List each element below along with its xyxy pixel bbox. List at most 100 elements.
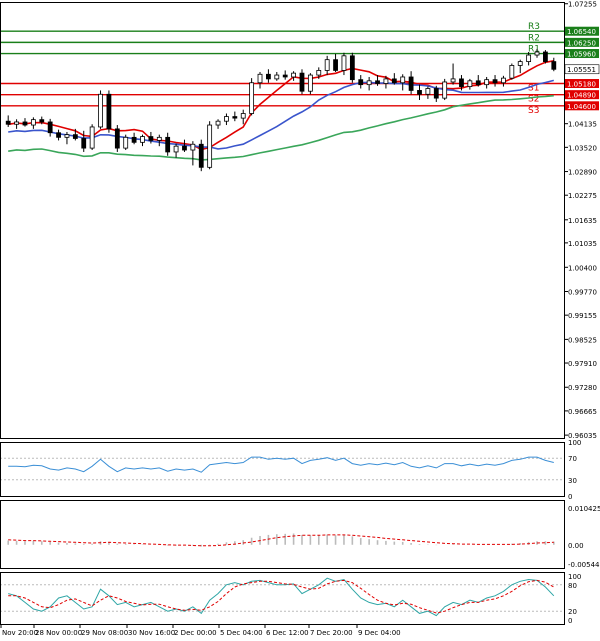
x-tick-label: 2 Dec 00:00 <box>174 629 217 637</box>
candle-body <box>509 65 515 79</box>
candle-body <box>56 132 61 138</box>
candle-body <box>182 145 187 151</box>
x-tick-label: 7 Dec 20:00 <box>310 629 353 637</box>
candle-body <box>131 136 137 143</box>
pane-border <box>0 500 565 569</box>
candle-body <box>358 79 364 86</box>
stoch-tick-label: 0 <box>568 617 572 625</box>
candle-body <box>249 82 255 114</box>
rsi-tick-label: 70 <box>568 455 577 463</box>
level-price-tag <box>565 90 599 100</box>
candle-body <box>324 59 330 71</box>
candle-body <box>22 121 28 126</box>
candle-body <box>433 88 439 99</box>
level-price-tag <box>565 49 599 59</box>
y-tick-label: 0.96035 <box>568 432 597 440</box>
candle-body <box>501 77 506 84</box>
macd-tick-label: 0.010425 <box>568 505 600 513</box>
y-tick-label: 1.03520 <box>568 144 597 152</box>
candle-body <box>173 145 179 153</box>
y-tick-label: 1.02890 <box>568 169 597 177</box>
level-price-label: 1.06540 <box>567 28 596 36</box>
candle-body <box>232 116 238 119</box>
candle-body <box>72 134 78 139</box>
y-tick-label: 1.01035 <box>568 240 597 248</box>
ma-line-slow <box>8 94 554 161</box>
candle-body <box>391 78 397 84</box>
stoch-tick-label: 80 <box>568 582 577 590</box>
level-price-label: 1.04600 <box>567 103 596 111</box>
ma-line-medium <box>8 79 554 150</box>
candle-body <box>400 76 406 84</box>
level-price-label: 1.06250 <box>567 39 596 47</box>
candle-body <box>47 121 53 134</box>
candle-body <box>114 128 120 149</box>
candle-body <box>425 88 431 95</box>
candle-body <box>215 120 221 126</box>
level-price-label: 1.05960 <box>567 51 596 59</box>
candle-body <box>375 80 380 84</box>
macd-pane: 0.010425 0.00 -0.005445 <box>7 505 600 569</box>
x-tick-label: Nov 20:00 <box>2 629 38 637</box>
candle-body <box>492 79 498 84</box>
candle-body <box>266 73 271 80</box>
macd-tick-label: -0.005445 <box>568 561 600 569</box>
candle-body <box>408 76 414 91</box>
x-tick-label: 6 Dec 12:00 <box>266 629 309 637</box>
candle-body <box>459 78 464 87</box>
level-name-s1: S1 <box>528 84 539 94</box>
candle-body <box>207 124 213 168</box>
candle-body <box>190 143 196 151</box>
y-tick-label: 1.07255 <box>568 1 597 9</box>
pane-border <box>0 442 565 497</box>
candle-body <box>417 90 422 95</box>
candle-body <box>333 59 338 71</box>
macd-signal-line <box>8 534 554 547</box>
level-price-tag <box>565 26 599 36</box>
candle-body <box>123 136 129 149</box>
candle-body <box>299 72 305 92</box>
candle-body <box>64 134 70 138</box>
level-price-tag <box>565 37 599 47</box>
y-tick-label: 1.01635 <box>568 217 597 225</box>
candle-body <box>517 61 523 66</box>
y-tick-label: 0.97910 <box>568 360 597 368</box>
stoch-line-d <box>8 579 555 614</box>
candle-body <box>442 81 448 99</box>
candle-body <box>526 54 532 62</box>
candle-body <box>156 136 162 141</box>
candle-body <box>366 80 372 86</box>
y-tick-label: 1.04135 <box>568 121 597 129</box>
candle-body <box>484 79 490 86</box>
y-tick-label: 0.96665 <box>568 408 597 416</box>
y-tick-label: 1.00400 <box>568 264 597 272</box>
chart-frame <box>0 2 565 625</box>
stoch-line-k <box>8 577 555 617</box>
candle-body <box>30 119 36 126</box>
candle-body <box>383 78 389 84</box>
candle-body <box>14 121 19 125</box>
candle-body <box>543 51 548 62</box>
y-tick-label: 0.98525 <box>568 336 597 344</box>
x-tick-label: 28 Nov 00:00 <box>35 629 82 637</box>
candle-body <box>140 136 145 143</box>
x-tick-label: 30 Nov 16:00 <box>128 629 175 637</box>
price-pane: 1.07255 1.04135 1.03520 1.02890 1.02275 1.016… <box>0 1 600 440</box>
level-name-s3: S3 <box>528 106 539 116</box>
rsi-line <box>8 456 554 473</box>
macd-tick-label: 0.00 <box>568 542 584 550</box>
pane-border <box>0 572 565 625</box>
candle-body <box>274 74 280 80</box>
rsi-pane: 100 70 30 0 <box>0 439 581 501</box>
candle-body <box>551 61 557 70</box>
candle-body <box>198 143 204 168</box>
rsi-tick-label: 30 <box>568 477 577 485</box>
candle-body <box>475 80 481 86</box>
candle-body <box>534 51 540 56</box>
x-tick-label: 5 Dec 04:00 <box>220 629 263 637</box>
y-tick-label: 1.02275 <box>568 192 597 200</box>
current-price-label: 1.05551 <box>567 66 596 74</box>
